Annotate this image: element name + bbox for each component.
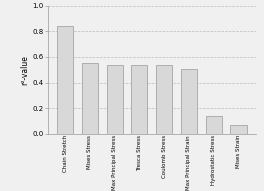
Bar: [82, 63, 98, 134]
Bar: [230, 125, 247, 134]
Bar: [206, 117, 222, 134]
Bar: [131, 65, 148, 134]
Bar: [181, 69, 197, 134]
Y-axis label: r²-value: r²-value: [20, 55, 29, 85]
Bar: [107, 65, 123, 134]
Bar: [156, 65, 172, 134]
Bar: [57, 26, 73, 134]
